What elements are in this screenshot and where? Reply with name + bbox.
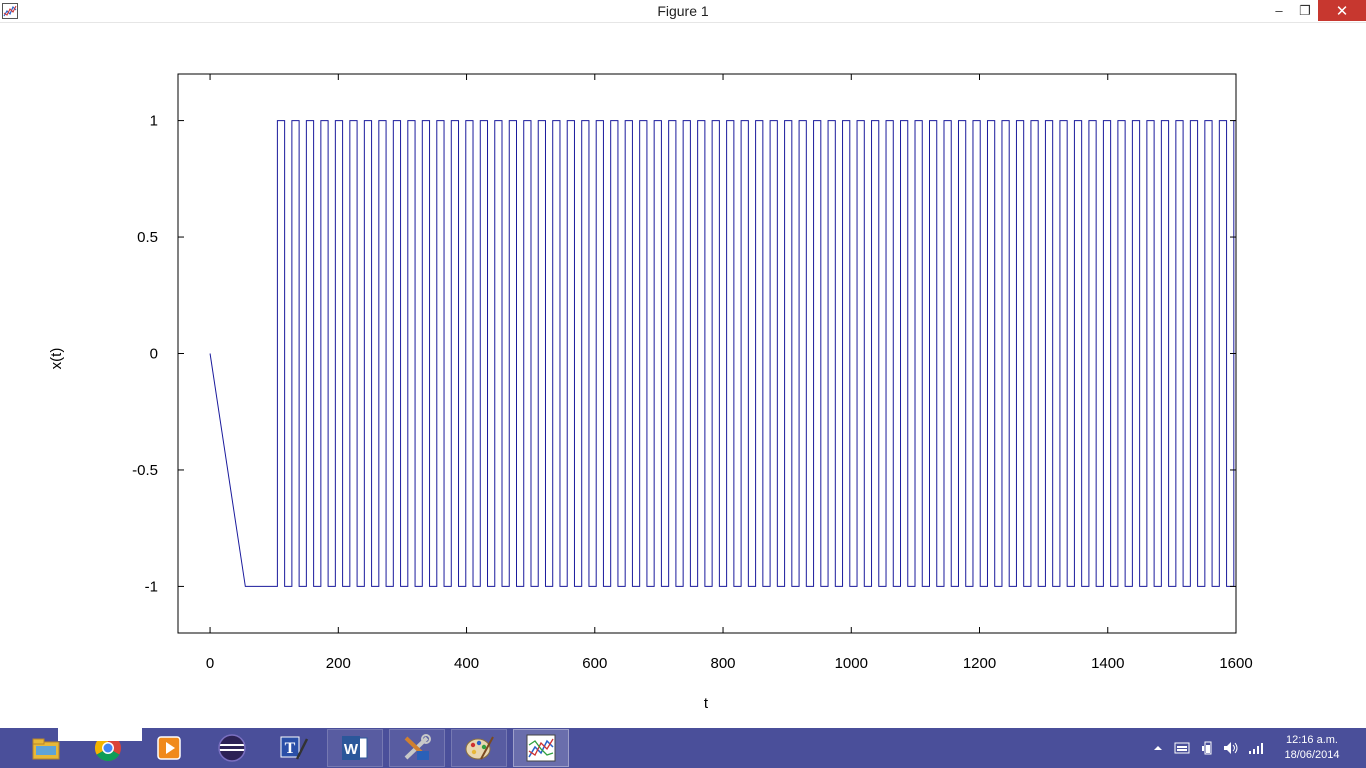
eclipse-icon [218, 734, 246, 762]
taskbar-text-editor[interactable]: T [265, 729, 321, 767]
media-player-icon [157, 736, 181, 760]
taskbar-file-explorer[interactable] [18, 729, 74, 767]
figure-window: Figure 1 – ❐ ✕ 0 200 400 600 800 1000 1200 1400… [0, 0, 1366, 712]
x-tick-label: 1400 [1091, 655, 1124, 672]
paint-icon [465, 736, 494, 760]
plot-app-icon [526, 734, 556, 762]
taskbar-paint[interactable] [451, 729, 507, 767]
close-button[interactable]: ✕ [1318, 0, 1366, 21]
y-tick-label: 0.5 [137, 229, 158, 246]
y-tick-label: 1 [150, 113, 158, 130]
tray-power-icon[interactable] [1200, 728, 1216, 768]
title-bar[interactable]: Figure 1 – ❐ ✕ [0, 0, 1366, 23]
word-icon: W [342, 736, 368, 760]
clock-time: 12:16 a.m. [1286, 734, 1338, 746]
tray-network-icon[interactable] [1248, 728, 1266, 768]
chrome-icon [94, 734, 121, 762]
x-tick-label: 800 [711, 655, 736, 672]
x-tick-label: 1600 [1219, 655, 1252, 672]
clock-date: 18/06/2014 [1284, 749, 1340, 761]
tray-keyboard-icon[interactable] [1174, 728, 1190, 768]
minimize-button[interactable]: – [1275, 3, 1283, 18]
x-tick-label: 0 [206, 655, 214, 672]
y-tick-label: -0.5 [132, 462, 158, 479]
x-tick-label: 600 [582, 655, 607, 672]
x-tick-label: 400 [454, 655, 479, 672]
svg-text:T: T [285, 740, 296, 757]
figure-app-icon [2, 3, 18, 19]
x-axis-label: t [704, 695, 709, 712]
taskbar: T W [0, 728, 1366, 768]
y-tick-label: -1 [145, 578, 158, 595]
maximize-button[interactable]: ❐ [1299, 2, 1311, 18]
plot-frame [177, 73, 1237, 634]
taskbar-plot-app[interactable] [513, 729, 569, 767]
x-tick-label: 1000 [835, 655, 868, 672]
y-tick-label: 0 [150, 346, 158, 363]
plot-canvas: 0 200 400 600 800 1000 1200 1400 1600 -1 -0.5 0 0.5 1… [48, 73, 1253, 712]
taskbar-tools[interactable] [389, 729, 445, 767]
taskbar-overlay [58, 727, 142, 741]
text-editor-icon: T [280, 736, 309, 760]
svg-text:W: W [344, 741, 359, 758]
taskbar-media-player[interactable] [141, 729, 197, 767]
taskbar-word[interactable]: W [327, 729, 383, 767]
taskbar-clock[interactable]: 12:16 a.m. 18/06/2014 [1280, 733, 1344, 763]
tray-volume-icon[interactable] [1222, 728, 1240, 768]
data-series-line [209, 120, 1236, 587]
x-tick-label: 200 [326, 655, 351, 672]
file-explorer-icon [32, 738, 60, 760]
taskbar-eclipse[interactable] [204, 729, 260, 767]
tray-show-hidden-icon[interactable] [1152, 728, 1164, 768]
x-tick-label: 1200 [963, 655, 996, 672]
taskbar-chrome[interactable] [80, 729, 136, 767]
window-title: Figure 1 [657, 3, 709, 19]
y-axis-label: x(t) [48, 348, 65, 370]
tools-icon [404, 734, 431, 760]
